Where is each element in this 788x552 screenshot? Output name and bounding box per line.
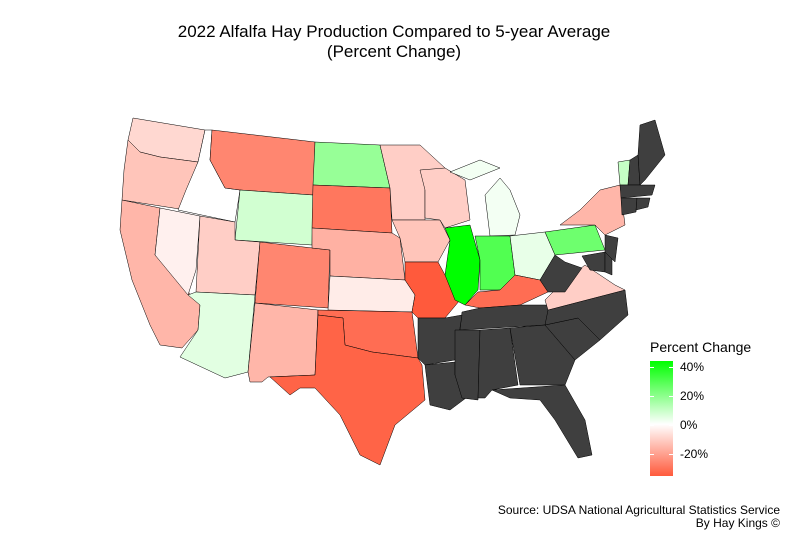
legend-colorbar (650, 361, 673, 476)
legend-tick-label: -20% (680, 447, 709, 461)
state-nv (154, 207, 201, 296)
chart-title: 2022 Alfalfa Hay Production Compared to … (177, 22, 611, 41)
state-me (637, 119, 666, 186)
legend-tick (650, 454, 673, 455)
legend-tick (650, 396, 673, 397)
state-nj (604, 234, 619, 263)
state-nm (247, 302, 319, 383)
state-ms (454, 329, 481, 401)
state-nd (312, 141, 391, 189)
source-note: Source: UDSA National Agricultural Stati… (497, 503, 780, 517)
state-az (179, 291, 256, 379)
state-fl (491, 384, 593, 459)
legend-tick-label: 0% (680, 418, 698, 432)
state-sd (311, 184, 393, 234)
legend-title: Percent Change (650, 339, 752, 355)
state-co (254, 241, 331, 309)
credit-note: By Hay Kings © (695, 516, 780, 530)
state-ma (619, 184, 656, 199)
state-mt (209, 129, 316, 196)
state-pa (544, 224, 606, 256)
state-ks (327, 275, 416, 313)
state-mi (449, 159, 501, 181)
state-ga (509, 324, 576, 386)
state-mi (484, 177, 521, 237)
state-wy (234, 189, 314, 246)
state-ri (635, 197, 651, 211)
legend-tick (650, 425, 673, 426)
legend-tick-label: 20% (680, 389, 705, 403)
legend-tick (650, 367, 673, 368)
state-ct (620, 197, 638, 216)
state-tx (269, 314, 426, 466)
chart-subtitle: (Percent Change) (326, 42, 462, 61)
legend-tick-label: 40% (680, 360, 705, 374)
